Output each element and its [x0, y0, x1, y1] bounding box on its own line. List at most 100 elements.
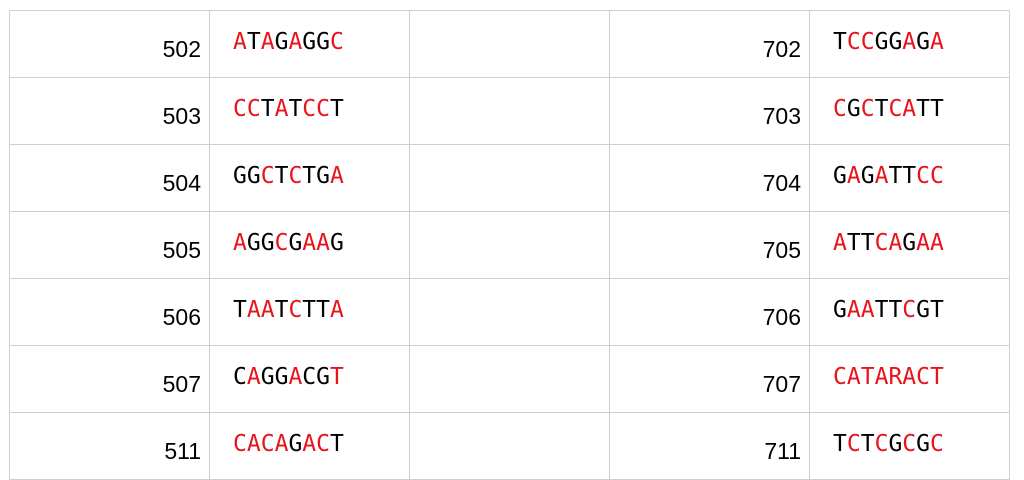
base-letter: C — [860, 29, 875, 55]
sequence-text: GAGATTCC — [833, 163, 944, 189]
base-letter: C — [246, 96, 261, 122]
base-letter: A — [930, 230, 944, 256]
base-letter: T — [233, 297, 247, 323]
right-sequence: TCTCGCGC — [809, 412, 1010, 480]
sequence-text: GAATTCGT — [833, 297, 944, 323]
sequence-text: ATAGAGGC — [233, 29, 344, 55]
base-letter: A — [302, 230, 317, 256]
base-letter: G — [246, 163, 261, 189]
left-index-id: 502 — [9, 10, 210, 78]
right-index-id: 706 — [609, 278, 810, 346]
sequence-text: CAGGACGT — [233, 364, 344, 390]
right-sequence: CGCTCATT — [809, 77, 1010, 145]
base-letter: G — [846, 96, 861, 122]
left-sequence: CAGGACGT — [209, 345, 410, 413]
left-index-id: 505 — [9, 211, 210, 279]
base-letter: T — [874, 96, 889, 122]
base-letter: G — [916, 29, 931, 55]
sequence-text: GGCTCTGA — [233, 163, 344, 189]
sequence-text: ATTCAGAA — [833, 230, 944, 256]
spacer-cell — [409, 412, 610, 480]
base-letter: C — [302, 364, 317, 390]
right-sequence: ATTCAGAA — [809, 211, 1010, 279]
base-letter: T — [874, 297, 889, 323]
base-letter: G — [288, 431, 303, 457]
sequence-text: CCTATCCT — [233, 96, 344, 122]
base-letter: C — [274, 230, 289, 256]
left-sequence: ATAGAGGC — [209, 10, 410, 78]
base-letter: C — [316, 96, 331, 122]
base-letter: C — [916, 163, 931, 189]
base-letter: C — [316, 431, 331, 457]
base-letter: G — [888, 431, 903, 457]
spacer-cell — [409, 10, 610, 78]
sequence-text: CATARACT — [833, 364, 944, 390]
spacer-cell — [409, 144, 610, 212]
left-index-id: 511 — [9, 412, 210, 480]
base-letter: A — [846, 297, 861, 323]
base-letter: T — [860, 431, 875, 457]
base-letter: A — [260, 297, 275, 323]
spacer-cell — [409, 211, 610, 279]
base-letter: A — [246, 297, 261, 323]
base-letter: T — [860, 364, 875, 390]
base-letter: T — [274, 297, 289, 323]
base-letter: G — [316, 29, 331, 55]
base-letter: T — [260, 96, 275, 122]
base-letter: G — [260, 364, 275, 390]
base-letter: C — [233, 431, 247, 457]
left-sequence: AGGCGAAG — [209, 211, 410, 279]
sequence-text: CGCTCATT — [833, 96, 944, 122]
base-letter: C — [288, 297, 303, 323]
base-letter: G — [274, 364, 289, 390]
base-letter: A — [902, 364, 917, 390]
base-letter: T — [833, 431, 847, 457]
right-index-id: 711 — [609, 412, 810, 480]
base-letter: G — [874, 29, 889, 55]
right-index-id: 702 — [609, 10, 810, 78]
left-index-id: 506 — [9, 278, 210, 346]
right-index-id: 707 — [609, 345, 810, 413]
base-letter: C — [233, 364, 247, 390]
spacer-cell — [409, 345, 610, 413]
left-sequence: CACAGACT — [209, 412, 410, 480]
base-letter: C — [833, 364, 847, 390]
base-letter: T — [930, 364, 944, 390]
left-index-id: 503 — [9, 77, 210, 145]
table-row: 506 TAATCTTA 706 GAATTCGT — [9, 278, 1010, 346]
base-letter: G — [288, 230, 303, 256]
base-letter: C — [330, 29, 344, 55]
base-letter: T — [860, 230, 875, 256]
sequence-text: TCCGGAGA — [833, 29, 944, 55]
base-letter: G — [246, 230, 261, 256]
base-letter: T — [274, 163, 289, 189]
base-letter: A — [274, 431, 289, 457]
base-letter: C — [288, 163, 303, 189]
base-letter: G — [274, 29, 289, 55]
spacer-cell — [409, 278, 610, 346]
base-letter: G — [860, 163, 875, 189]
right-sequence: TCCGGAGA — [809, 10, 1010, 78]
base-letter: T — [330, 431, 344, 457]
base-letter: T — [288, 96, 303, 122]
left-sequence: CCTATCCT — [209, 77, 410, 145]
base-letter: T — [888, 297, 903, 323]
table-row: 507 CAGGACGT 707 CATARACT — [9, 345, 1010, 413]
base-letter: A — [916, 230, 931, 256]
index-sequence-table: 502 ATAGAGGC 702 TCCGGAGA 503 CCTATCCT 7… — [9, 10, 1010, 480]
base-letter: C — [874, 230, 889, 256]
base-letter: A — [233, 29, 247, 55]
base-letter: G — [330, 230, 344, 256]
base-letter: C — [260, 431, 275, 457]
base-letter: C — [260, 163, 275, 189]
left-index-id: 504 — [9, 144, 210, 212]
base-letter: A — [846, 364, 861, 390]
base-letter: C — [874, 431, 889, 457]
base-letter: T — [930, 297, 944, 323]
base-letter: A — [874, 364, 889, 390]
base-letter: G — [260, 230, 275, 256]
base-letter: A — [930, 29, 944, 55]
base-letter: A — [288, 29, 303, 55]
sequence-text: AGGCGAAG — [233, 230, 344, 256]
base-letter: T — [330, 364, 344, 390]
